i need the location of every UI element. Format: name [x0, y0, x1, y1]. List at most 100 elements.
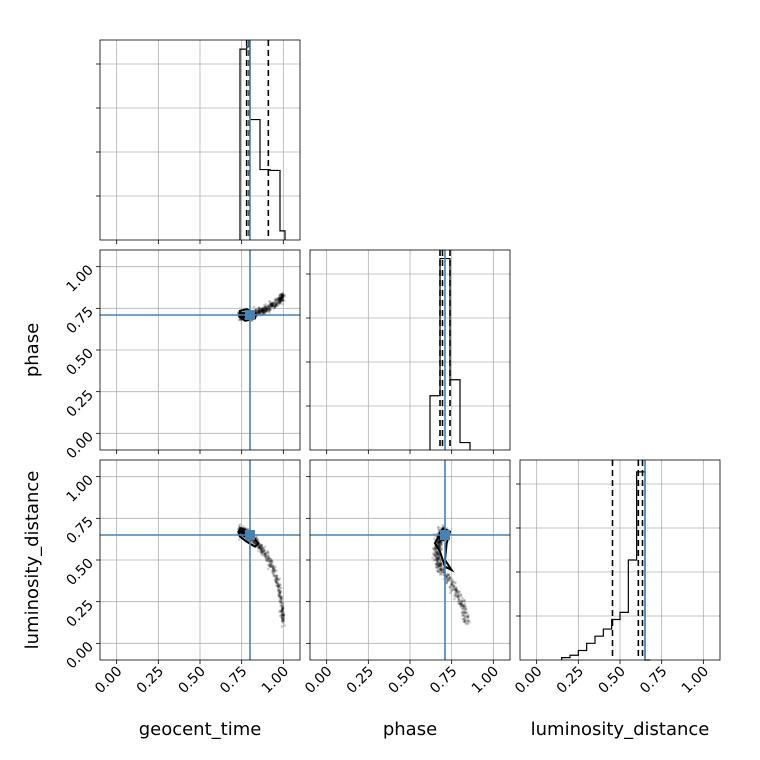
scatter-geocent-time-vs-phase-point-553	[267, 309, 270, 313]
scatter-geocent-time-vs-luminosity-distance-point-231	[267, 563, 270, 567]
scatter-geocent-time-vs-phase-point-400	[255, 308, 258, 312]
scatter-geocent-time-vs-luminosity-distance-point-3	[267, 551, 270, 554]
scatter-geocent-time-vs-luminosity-distance-point-541	[260, 550, 264, 554]
scatter-phase-vs-luminosity-distance-point-581	[440, 567, 444, 571]
scatter-geocent-time-vs-luminosity-distance-point-232	[280, 609, 284, 613]
scatter-phase-vs-luminosity-distance-point-155	[458, 602, 461, 605]
scatter-geocent-time-vs-phase-point-20	[258, 310, 262, 313]
scatter-geocent-time-vs-phase-point-526	[280, 297, 284, 300]
scatter-geocent-time-vs-phase-point-321	[261, 307, 265, 310]
scatter-phase-vs-luminosity-distance-point-474	[437, 565, 441, 569]
scatter-geocent-time-vs-phase-point-337	[256, 311, 260, 315]
scatter-geocent-time-vs-luminosity-distance-point-94	[258, 546, 262, 550]
scatter-geocent-time-vs-phase-point-359	[279, 296, 283, 300]
scatter-geocent-time-vs-phase-point-54	[260, 309, 264, 313]
scatter-geocent-time-vs-luminosity-distance-point-481	[272, 567, 275, 571]
scatter-geocent-time-vs-phase-point-33	[265, 310, 268, 313]
scatter-geocent-time-vs-luminosity-distance-point-354	[282, 617, 285, 621]
scatter-phase-vs-luminosity-distance-point-110	[433, 548, 436, 551]
scatter-phase-vs-luminosity-distance-point-65	[433, 552, 437, 556]
scatter-phase-vs-luminosity-distance-point-210	[452, 588, 455, 592]
scatter-geocent-time-vs-luminosity-distance-point-66	[282, 613, 286, 617]
scatter-phase-vs-luminosity-distance-point-568	[440, 562, 443, 566]
scatter-geocent-time-vs-luminosity-distance-panel: 0.00 0.25 0.50 0.75 1.000.000.250.500.751.00	[63, 459, 301, 697]
scatter-geocent-time-vs-luminosity-distance-point-4	[277, 583, 281, 587]
scatter-geocent-time-vs-phase-point-431	[280, 294, 284, 297]
scatter-geocent-time-vs-phase-point-320	[260, 308, 264, 311]
scatter-phase-vs-luminosity-distance-point-583	[459, 603, 463, 606]
scatter-phase-vs-luminosity-distance-point-341	[465, 619, 469, 622]
hist-luminosity-distance-xtick-label-3: 0.75	[637, 664, 670, 697]
scatter-phase-vs-luminosity-distance-point-308	[463, 610, 466, 614]
scatter-geocent-time-vs-phase-point-100	[257, 307, 261, 311]
scatter-phase-vs-luminosity-distance-point-127	[437, 559, 441, 563]
scatter-phase-vs-luminosity-distance-point-498	[439, 560, 442, 563]
scatter-geocent-time-vs-phase-point-29	[256, 310, 259, 314]
scatter-geocent-time-vs-phase-point-75	[264, 303, 268, 306]
scatter-phase-vs-luminosity-distance-point-3	[451, 578, 454, 581]
scatter-geocent-time-vs-luminosity-distance-point-552	[275, 579, 279, 583]
scatter-geocent-time-vs-phase-point-297	[259, 310, 263, 314]
scatter-geocent-time-vs-phase-point-74	[272, 301, 275, 304]
scatter-phase-vs-luminosity-distance-point-80	[437, 561, 441, 565]
scatter-geocent-time-vs-luminosity-distance-point-257	[252, 540, 256, 543]
scatter-phase-vs-luminosity-distance-point-166	[437, 564, 441, 568]
scatter-geocent-time-vs-phase-point-256	[262, 306, 265, 310]
scatter-phase-vs-luminosity-distance-point-96	[435, 566, 438, 569]
scatter-phase-vs-luminosity-distance-point-407	[436, 562, 440, 566]
scatter-geocent-time-vs-phase-point-545	[279, 298, 282, 301]
scatter-geocent-time-vs-phase-point-83	[263, 307, 266, 310]
scatter-geocent-time-vs-luminosity-distance-point-397	[282, 619, 285, 623]
scatter-geocent-time-vs-luminosity-distance-point-589	[270, 561, 273, 565]
scatter-geocent-time-vs-phase-point-262	[280, 296, 284, 299]
scatter-geocent-time-vs-luminosity-distance-point-394	[282, 616, 286, 620]
scatter-geocent-time-vs-phase-point-381	[272, 303, 275, 307]
scatter-phase-vs-luminosity-distance-point-174	[446, 573, 450, 577]
scatter-geocent-time-vs-phase-point-559	[260, 307, 264, 311]
scatter-geocent-time-vs-phase-point-263	[278, 300, 281, 303]
scatter-geocent-time-vs-phase-point-224	[277, 296, 280, 300]
scatter-geocent-time-vs-phase-point-596	[270, 304, 274, 308]
scatter-geocent-time-vs-luminosity-distance-point-453	[263, 552, 266, 556]
scatter-geocent-time-vs-phase-point-458	[276, 303, 280, 307]
scatter-geocent-time-vs-phase-point-457	[283, 295, 286, 298]
scatter-phase-vs-luminosity-distance-point-165	[452, 580, 455, 584]
scatter-geocent-time-vs-luminosity-distance-point-307	[268, 559, 272, 563]
scatter-geocent-time-vs-phase-point-81	[271, 301, 275, 305]
scatter-geocent-time-vs-phase-point-404	[269, 301, 273, 305]
scatter-phase-vs-luminosity-distance-point-401	[437, 563, 440, 566]
scatter-phase-vs-luminosity-distance-point-429	[435, 560, 439, 564]
scatter-geocent-time-vs-phase-point-96	[270, 305, 274, 309]
scatter-geocent-time-vs-luminosity-distance-point-199	[268, 560, 272, 563]
scatter-geocent-time-vs-phase-point-525	[276, 301, 280, 305]
scatter-phase-vs-luminosity-distance-point-257	[435, 565, 439, 568]
scatter-geocent-time-vs-luminosity-distance-point-174	[267, 555, 270, 558]
scatter-geocent-time-vs-phase-point-486	[262, 310, 265, 313]
scatter-phase-vs-luminosity-distance-point-591	[455, 587, 458, 590]
scatter-geocent-time-vs-phase-point-488	[271, 304, 274, 308]
scatter-phase-vs-luminosity-distance-point-299	[438, 564, 442, 567]
scatter-geocent-time-vs-phase-point-280	[270, 304, 273, 307]
scatter-phase-vs-luminosity-distance-point-139	[462, 605, 466, 608]
scatter-phase-vs-luminosity-distance-point-582	[455, 590, 459, 594]
scatter-geocent-time-vs-luminosity-distance-point-580	[275, 577, 278, 580]
scatter-geocent-time-vs-phase-point-410	[281, 294, 284, 298]
scatter-phase-vs-luminosity-distance-point-514	[438, 545, 441, 549]
scatter-geocent-time-vs-phase-point-426	[259, 309, 263, 312]
scatter-geocent-time-vs-phase-point-482	[278, 300, 282, 304]
scatter-geocent-time-vs-luminosity-distance-point-330	[278, 577, 282, 581]
scatter-geocent-time-vs-phase-point-30	[269, 302, 273, 306]
scatter-geocent-time-vs-luminosity-distance-point-561	[264, 552, 268, 555]
scatter-geocent-time-vs-luminosity-distance-point-275	[268, 560, 272, 563]
scatter-geocent-time-vs-luminosity-distance-point-563	[259, 545, 262, 549]
scatter-geocent-time-vs-luminosity-distance-point-120	[280, 613, 284, 617]
scatter-geocent-time-vs-luminosity-distance-point-191	[281, 617, 284, 620]
scatter-geocent-time-vs-phase-point-109	[261, 307, 264, 310]
scatter-geocent-time-vs-phase-point-117	[281, 296, 285, 299]
scatter-geocent-time-vs-phase-point-463	[256, 311, 259, 314]
scatter-geocent-time-vs-luminosity-distance-point-374	[282, 613, 286, 617]
scatter-phase-vs-luminosity-distance-point-371	[462, 610, 466, 613]
y-axis-label-luminosity-distance: luminosity_distance	[22, 471, 43, 650]
scatter-geocent-time-vs-luminosity-distance-point-192	[268, 563, 271, 566]
scatter-phase-vs-luminosity-distance-point-596	[466, 615, 470, 619]
